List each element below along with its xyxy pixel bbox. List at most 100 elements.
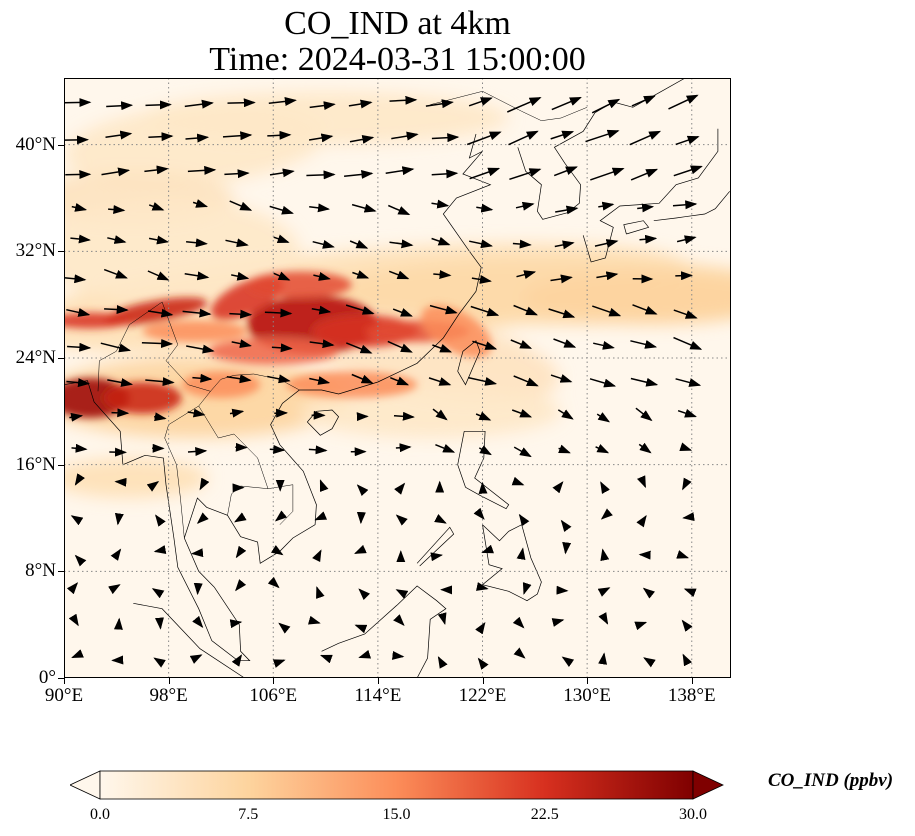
wind-arrow (225, 238, 249, 248)
wind-arrow (273, 234, 290, 244)
wind-arrow (267, 374, 291, 384)
wind-arrow (184, 99, 214, 109)
wind-arrow (74, 473, 85, 486)
coastline (64, 133, 492, 662)
concentration-patch (64, 458, 208, 498)
wind-arrow (477, 657, 489, 670)
wind-arrow (145, 377, 175, 387)
wind-arrow (387, 340, 413, 353)
wind-arrow (550, 130, 575, 140)
concentration-hotspot (420, 305, 492, 358)
country-border (164, 405, 199, 539)
coastline (457, 340, 481, 386)
wind-arrow (70, 515, 84, 526)
wind-arrow (358, 649, 372, 659)
wind-arrow (108, 205, 126, 215)
wind-arrow (554, 240, 575, 250)
wind-arrow (677, 408, 697, 418)
wind-arrow (308, 133, 334, 143)
wind-arrow (349, 239, 369, 249)
wind-arrow (558, 444, 571, 454)
wind-arrow (191, 548, 204, 558)
wind-arrow (106, 101, 134, 111)
wind-arrow (187, 165, 217, 175)
wind-arrow (309, 339, 335, 349)
map-panel (64, 78, 731, 678)
wind-arrow (307, 615, 321, 625)
wind-arrow (274, 510, 288, 522)
coastline (582, 128, 719, 263)
map-title: CO_IND at 4km (284, 5, 511, 42)
colorbar-tick-label: 30.0 (679, 806, 707, 823)
wind-arrow (672, 200, 698, 210)
colorbar-tick-label: 0.0 (90, 806, 110, 823)
wind-arrow (434, 514, 447, 524)
coastline (481, 524, 542, 602)
wind-arrow (309, 101, 336, 111)
wind-arrow (67, 342, 92, 352)
wind-arrow (388, 270, 410, 280)
wind-arrow (141, 339, 174, 349)
coastline (623, 220, 650, 235)
wind-arrow (68, 613, 79, 627)
wind-arrow (388, 204, 411, 216)
wind-arrow (636, 475, 646, 489)
wind-arrow (153, 412, 167, 422)
wind-arrow (111, 408, 130, 418)
wind-arrow (675, 378, 702, 387)
wind-arrow (510, 339, 533, 349)
colorbar-max-extend (692, 770, 724, 800)
concentration-hotspot (286, 371, 418, 398)
wind-arrow (345, 304, 375, 315)
wind-arrow (148, 132, 174, 142)
lon-tick-label: 106°E (249, 685, 298, 706)
wind-arrow (600, 508, 613, 520)
wind-arrow (385, 166, 415, 176)
lat-tick-mark (58, 358, 64, 359)
wind-arrow (389, 239, 414, 249)
wind-arrow (227, 98, 256, 108)
wind-arrow (550, 274, 573, 284)
wind-arrow (598, 201, 615, 211)
concentration-hotspot (207, 338, 339, 365)
wind-arrow (470, 305, 500, 317)
wind-arrow (515, 201, 535, 211)
lat-tick-label: 32°N (15, 240, 56, 262)
wind-arrow (394, 482, 406, 495)
wind-arrow (351, 373, 374, 384)
lon-tick-mark (168, 678, 170, 684)
wind-arrow (682, 512, 695, 522)
wind-arrow (70, 234, 91, 244)
wind-arrow (269, 205, 294, 215)
wind-arrow (630, 377, 659, 387)
wind-arrow (513, 304, 538, 316)
coastline (457, 430, 510, 510)
wind-arrow (469, 239, 493, 249)
wind-arrow (561, 656, 575, 668)
lat-tick-mark (58, 144, 64, 146)
wind-arrow (553, 338, 577, 348)
wind-arrow (264, 308, 293, 318)
concentration-hotspot (142, 320, 248, 342)
wind-arrow (71, 649, 84, 659)
wind-arrow (476, 203, 494, 213)
wind-arrow (267, 576, 280, 589)
wind-arrow (668, 94, 699, 110)
wind-arrow (516, 270, 537, 279)
wind-arrow (478, 445, 492, 456)
wind-arrow (110, 548, 122, 561)
wind-arrow (393, 411, 415, 421)
country-border (430, 91, 588, 121)
lon-tick-mark (691, 678, 693, 684)
wind-arrow (598, 612, 609, 625)
concentration-hotspot (247, 271, 352, 298)
wind-arrow (513, 446, 532, 458)
wind-arrow (632, 304, 658, 315)
lon-tick-label: 122°E (458, 685, 507, 706)
wind-arrow (229, 309, 253, 319)
wind-arrow (231, 271, 250, 281)
wind-arrow (629, 130, 662, 146)
wind-arrow (114, 512, 124, 526)
wind-arrow (522, 582, 532, 595)
coastline (133, 602, 245, 678)
